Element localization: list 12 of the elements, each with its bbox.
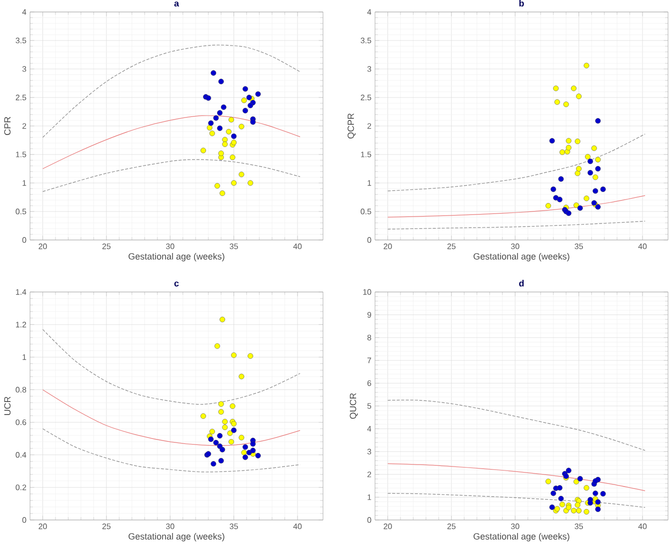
chart-title: b bbox=[519, 0, 524, 6]
y-axis-title: QUCR bbox=[350, 393, 358, 419]
chart-title: d bbox=[519, 280, 524, 286]
chart-title: c bbox=[174, 282, 179, 286]
x-axis-title: Gestational age (weeks) bbox=[128, 252, 224, 262]
y-axis-title: UCR bbox=[4, 396, 11, 416]
x-axis-title: Gestational age (weeks) bbox=[474, 252, 570, 262]
chart-title: a bbox=[174, 2, 180, 6]
y-axis-title: CPR bbox=[4, 116, 11, 135]
y-axis-title: QCPR bbox=[348, 113, 356, 139]
x-axis-title: Gestational age (weeks) bbox=[474, 532, 570, 542]
x-axis-title: Gestational age (weeks) bbox=[128, 532, 224, 542]
